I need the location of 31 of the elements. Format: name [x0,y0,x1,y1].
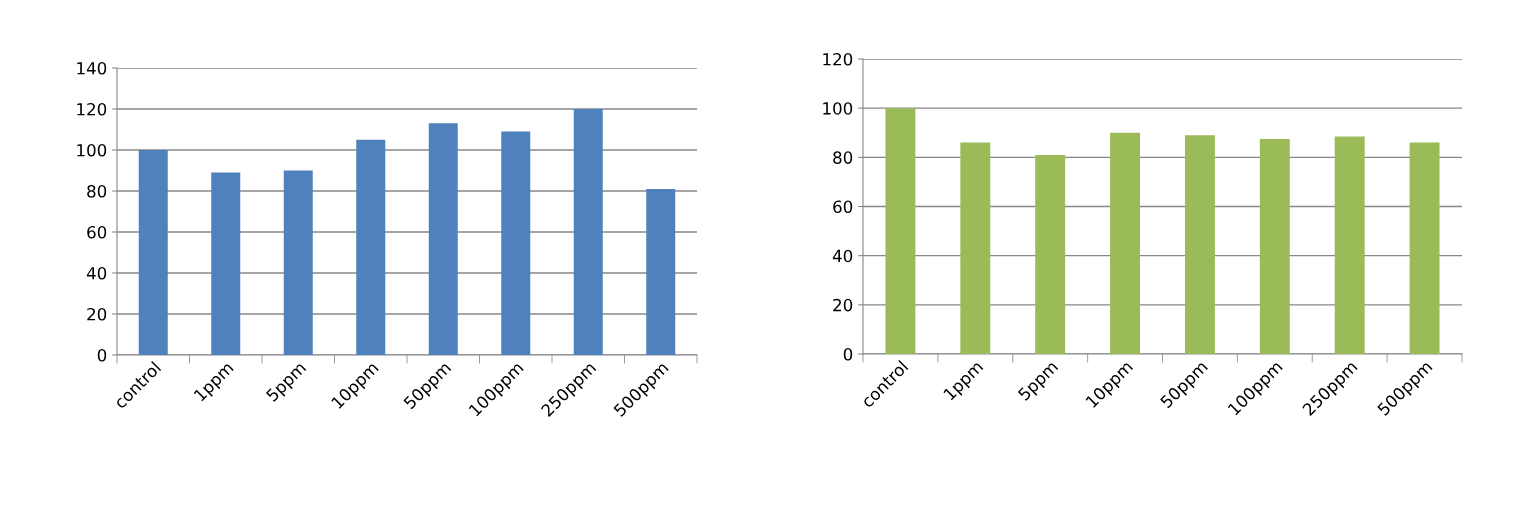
bar [356,139,386,355]
y-tick-label: 60 [833,200,853,214]
bar [501,131,531,355]
y-tick-label: 40 [832,249,853,263]
bar [1110,132,1141,354]
y-tick-label: 40 [86,266,107,280]
bar [138,150,168,355]
bar [1334,136,1365,354]
y-tick-label: 80 [833,151,853,164]
y-tick-label: 120 [77,102,107,116]
bar [885,108,916,354]
bar [1184,135,1215,354]
bar [283,170,313,355]
bar [428,123,458,355]
y-tick-label: 100 [77,143,107,157]
bar [1259,138,1290,354]
y-tick-label: 0 [843,347,853,361]
bar [1409,142,1440,354]
y-tick-label: 0 [97,348,107,362]
y-tick-label: 20 [833,298,853,312]
bar [1035,154,1066,354]
y-tick-label: 60 [87,225,107,239]
bar [960,142,991,354]
bar [646,188,676,355]
y-tick-label: 120 [823,52,853,66]
bar [573,109,603,355]
y-tick-label: 80 [87,184,107,198]
y-tick-label: 20 [87,307,107,321]
y-tick-label: 140 [77,61,107,75]
bar [211,172,241,355]
y-tick-label: 100 [823,102,853,115]
